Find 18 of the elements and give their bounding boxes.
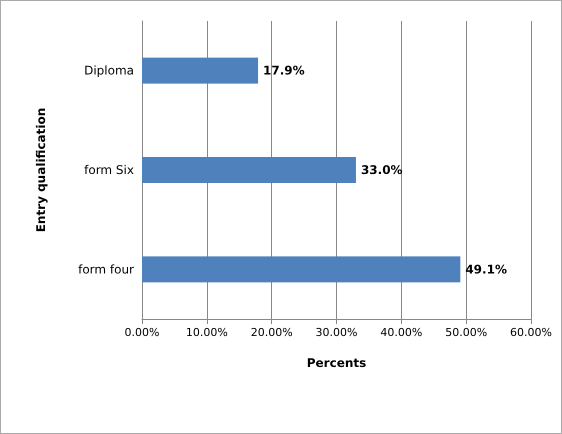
y-axis-title: Entry qualification [34,108,48,232]
bar [142,157,356,183]
x-tick-label: 20.00% [250,326,293,339]
x-tick-label: 60.00% [510,326,552,339]
y-tick-label: form four [78,262,134,276]
bar [142,256,460,282]
y-tick-label: Diploma [84,64,134,78]
y-tick-label: form Six [84,163,134,177]
bar [142,58,258,84]
data-label: 49.1% [465,262,507,276]
x-tick-label: 0.00% [124,326,160,339]
data-label: 33.0% [360,163,403,177]
x-tick-label: 10.00% [186,326,228,339]
x-tick-label: 30.00% [316,326,358,339]
x-tick-label: 50.00% [445,326,488,339]
data-label: 17.9% [263,64,305,78]
x-axis-title: Percents [306,356,366,370]
x-tick-label: 40.00% [380,326,422,339]
